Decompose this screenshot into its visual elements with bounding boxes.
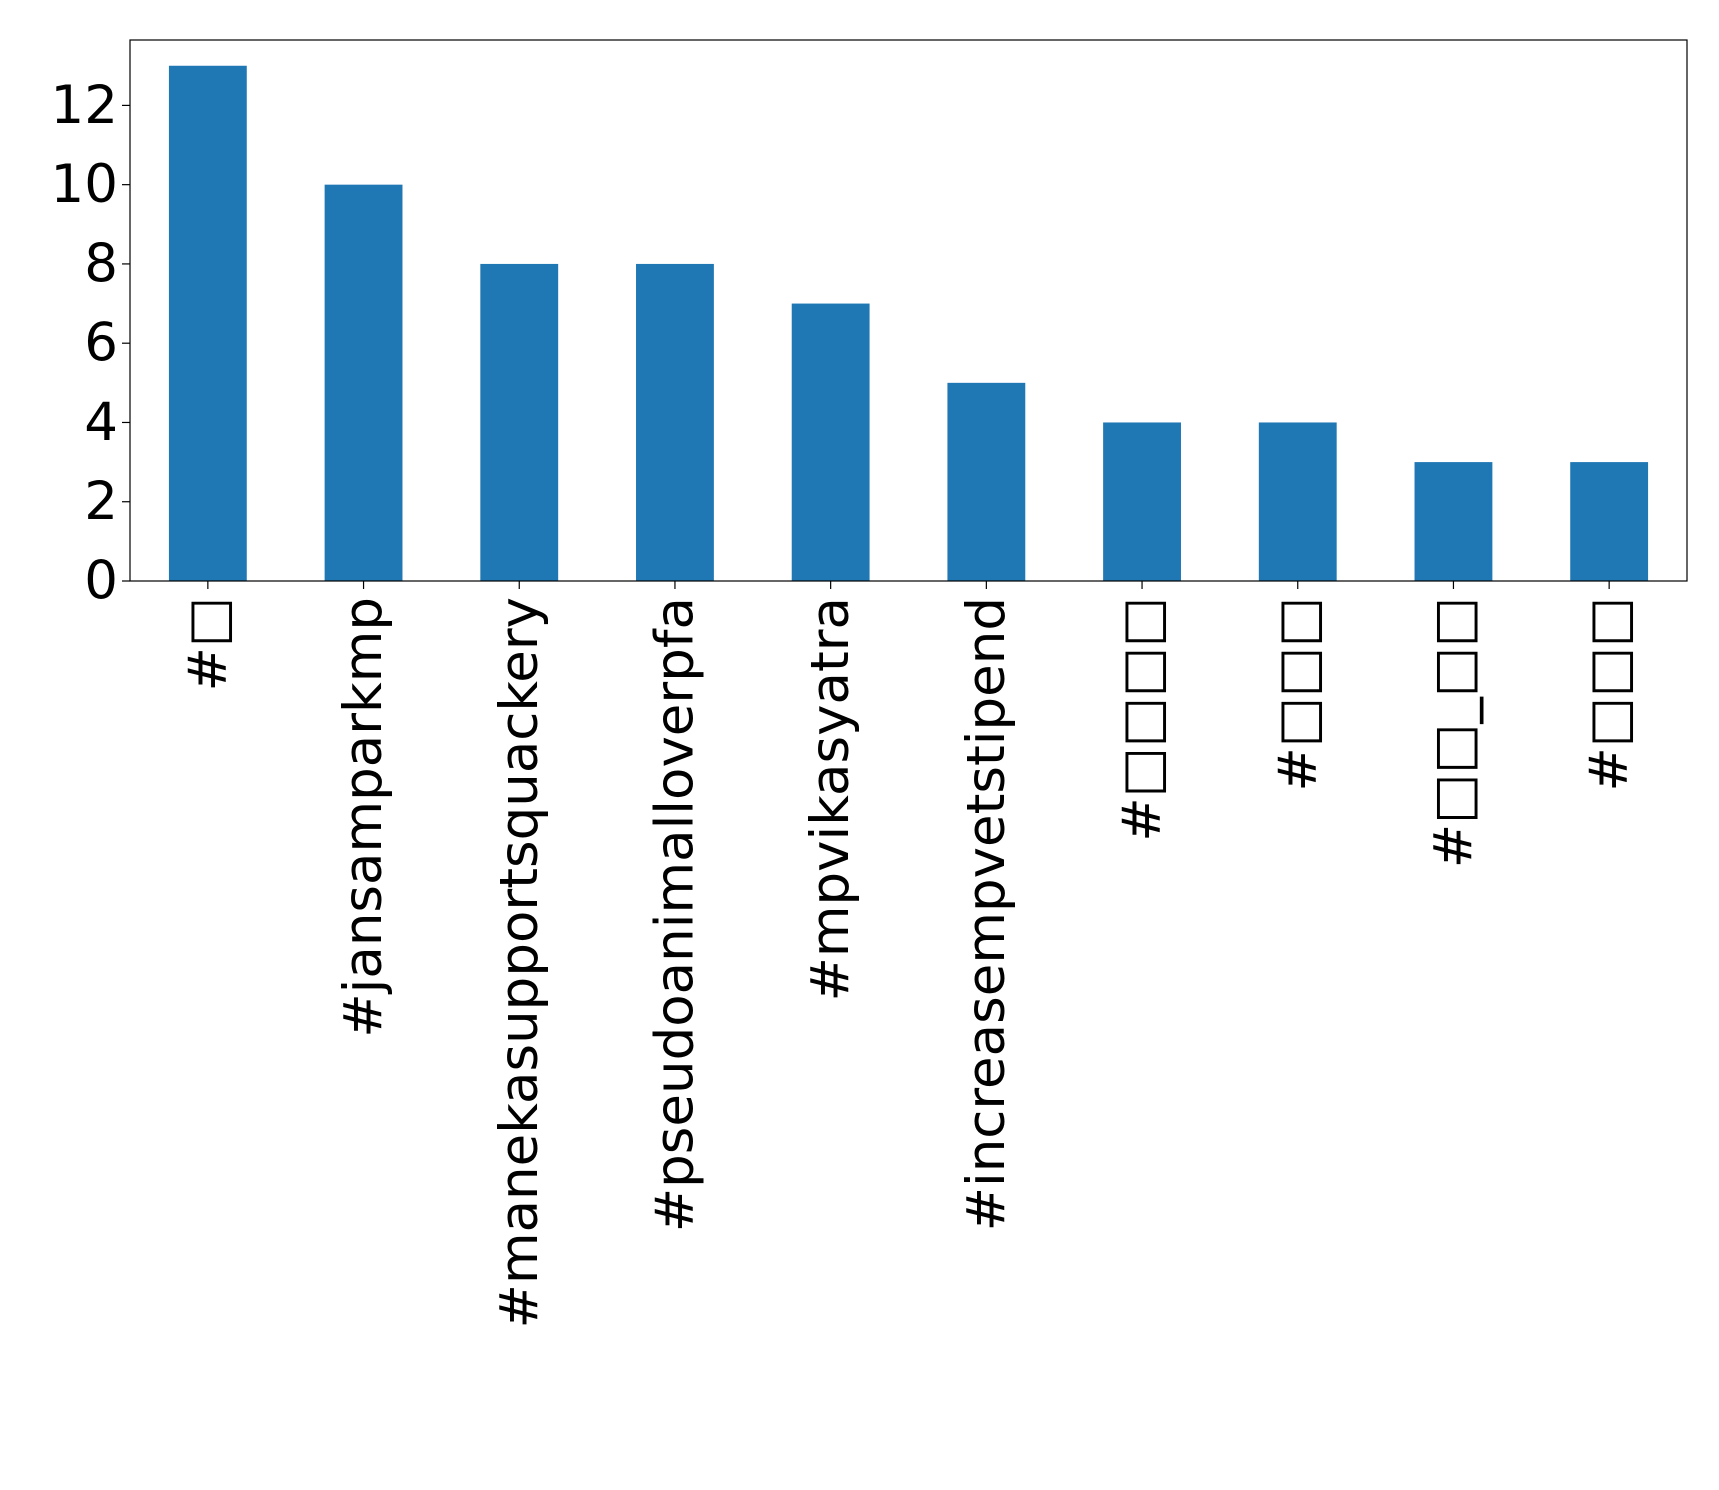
y-tick-label: 10 [51, 154, 118, 215]
x-tick-label: #□□□□ [1112, 597, 1173, 842]
x-tick-label: #mpvikasyatra [800, 597, 861, 1002]
y-tick-label: 2 [84, 471, 118, 532]
x-tick-label: #manekasupportsquackery [489, 597, 550, 1328]
y-tick-label: 0 [84, 551, 118, 612]
bar [1258, 422, 1337, 581]
bar [480, 263, 559, 581]
y-tick-label: 6 [84, 313, 118, 374]
bar [1414, 462, 1493, 581]
bar [1570, 462, 1649, 581]
bar [947, 382, 1026, 581]
x-tick-label: #□□_□□ [1423, 597, 1484, 868]
x-tick-label: #□ [177, 597, 238, 691]
bar [791, 303, 870, 581]
x-tick-label: #pseudoanimalloverpfa [644, 597, 705, 1232]
bar [636, 263, 714, 581]
x-tick-label: #□□□ [1267, 597, 1328, 792]
bar [1103, 422, 1181, 581]
y-tick-label: 4 [84, 392, 118, 453]
bar [168, 65, 247, 581]
y-tick-label: 8 [84, 233, 118, 294]
y-tick-label: 12 [51, 75, 118, 136]
x-tick-label: #jansamparkmp [333, 597, 394, 1038]
bar [324, 184, 403, 581]
x-tick-label: #increasempvetstipend [956, 597, 1017, 1231]
x-tick-label: #□□□ [1579, 597, 1640, 792]
plot-frame [129, 39, 1688, 582]
